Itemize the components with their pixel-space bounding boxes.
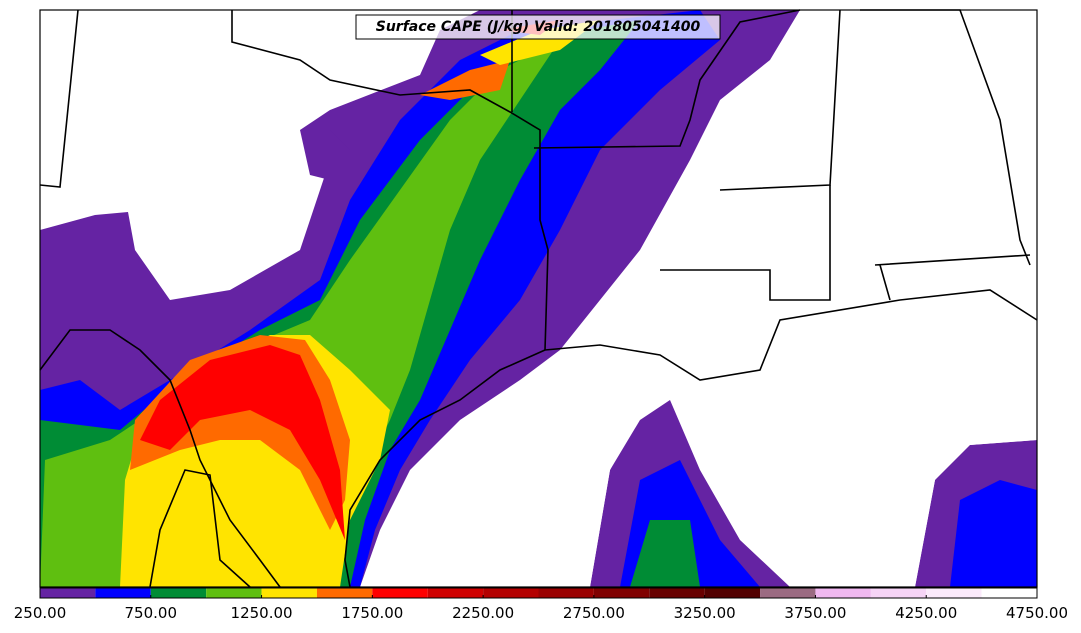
colorbar-tick-label: 3750.00 (784, 604, 846, 622)
colorbar-segment (427, 588, 484, 598)
colorbar-tick-label: 4750.00 (1006, 604, 1068, 622)
colorbar-tick-label: 750.00 (125, 604, 178, 622)
colorbar: 250.00 750.00 1250.00 1750.00 2250.00 2750.00… (14, 587, 1068, 622)
colorbar-tick-label: 1750.00 (341, 604, 403, 622)
colorbar-tick-label: 1250.00 (231, 604, 293, 622)
map-area (39, 9, 1038, 588)
colorbar-segment (870, 588, 927, 598)
colorbar-segment (926, 588, 982, 598)
colorbar-segment (206, 588, 262, 598)
colorbar-segment (40, 588, 96, 598)
colorbar-segment (981, 588, 1037, 598)
colorbar-frame (39, 587, 1038, 599)
colorbar-segment (815, 588, 871, 598)
colorbar-segment (372, 588, 428, 598)
colorbar-segment (704, 588, 761, 598)
colorbar-segment (760, 588, 816, 598)
colorbar-tick-label: 2750.00 (563, 604, 625, 622)
title-box: Surface CAPE (J/kg) Valid: 201805041400 (355, 14, 721, 40)
map-title: Surface CAPE (J/kg) Valid: 201805041400 (376, 19, 701, 35)
colorbar-tick-label: 3250.00 (674, 604, 736, 622)
colorbar-segment (316, 588, 373, 598)
colorbar-segment (649, 588, 705, 598)
colorbar-segment (593, 588, 650, 598)
colorbar-tick-label: 2250.00 (452, 604, 514, 622)
colorbar-segment (483, 588, 539, 598)
colorbar-segment (261, 588, 317, 598)
colorbar-tick-label: 250.00 (14, 604, 67, 622)
colorbar-segment (538, 588, 594, 598)
colorbar-segment (95, 588, 151, 598)
colorbar-tick-label: 4250.00 (895, 604, 957, 622)
colorbar-segment (150, 588, 207, 598)
